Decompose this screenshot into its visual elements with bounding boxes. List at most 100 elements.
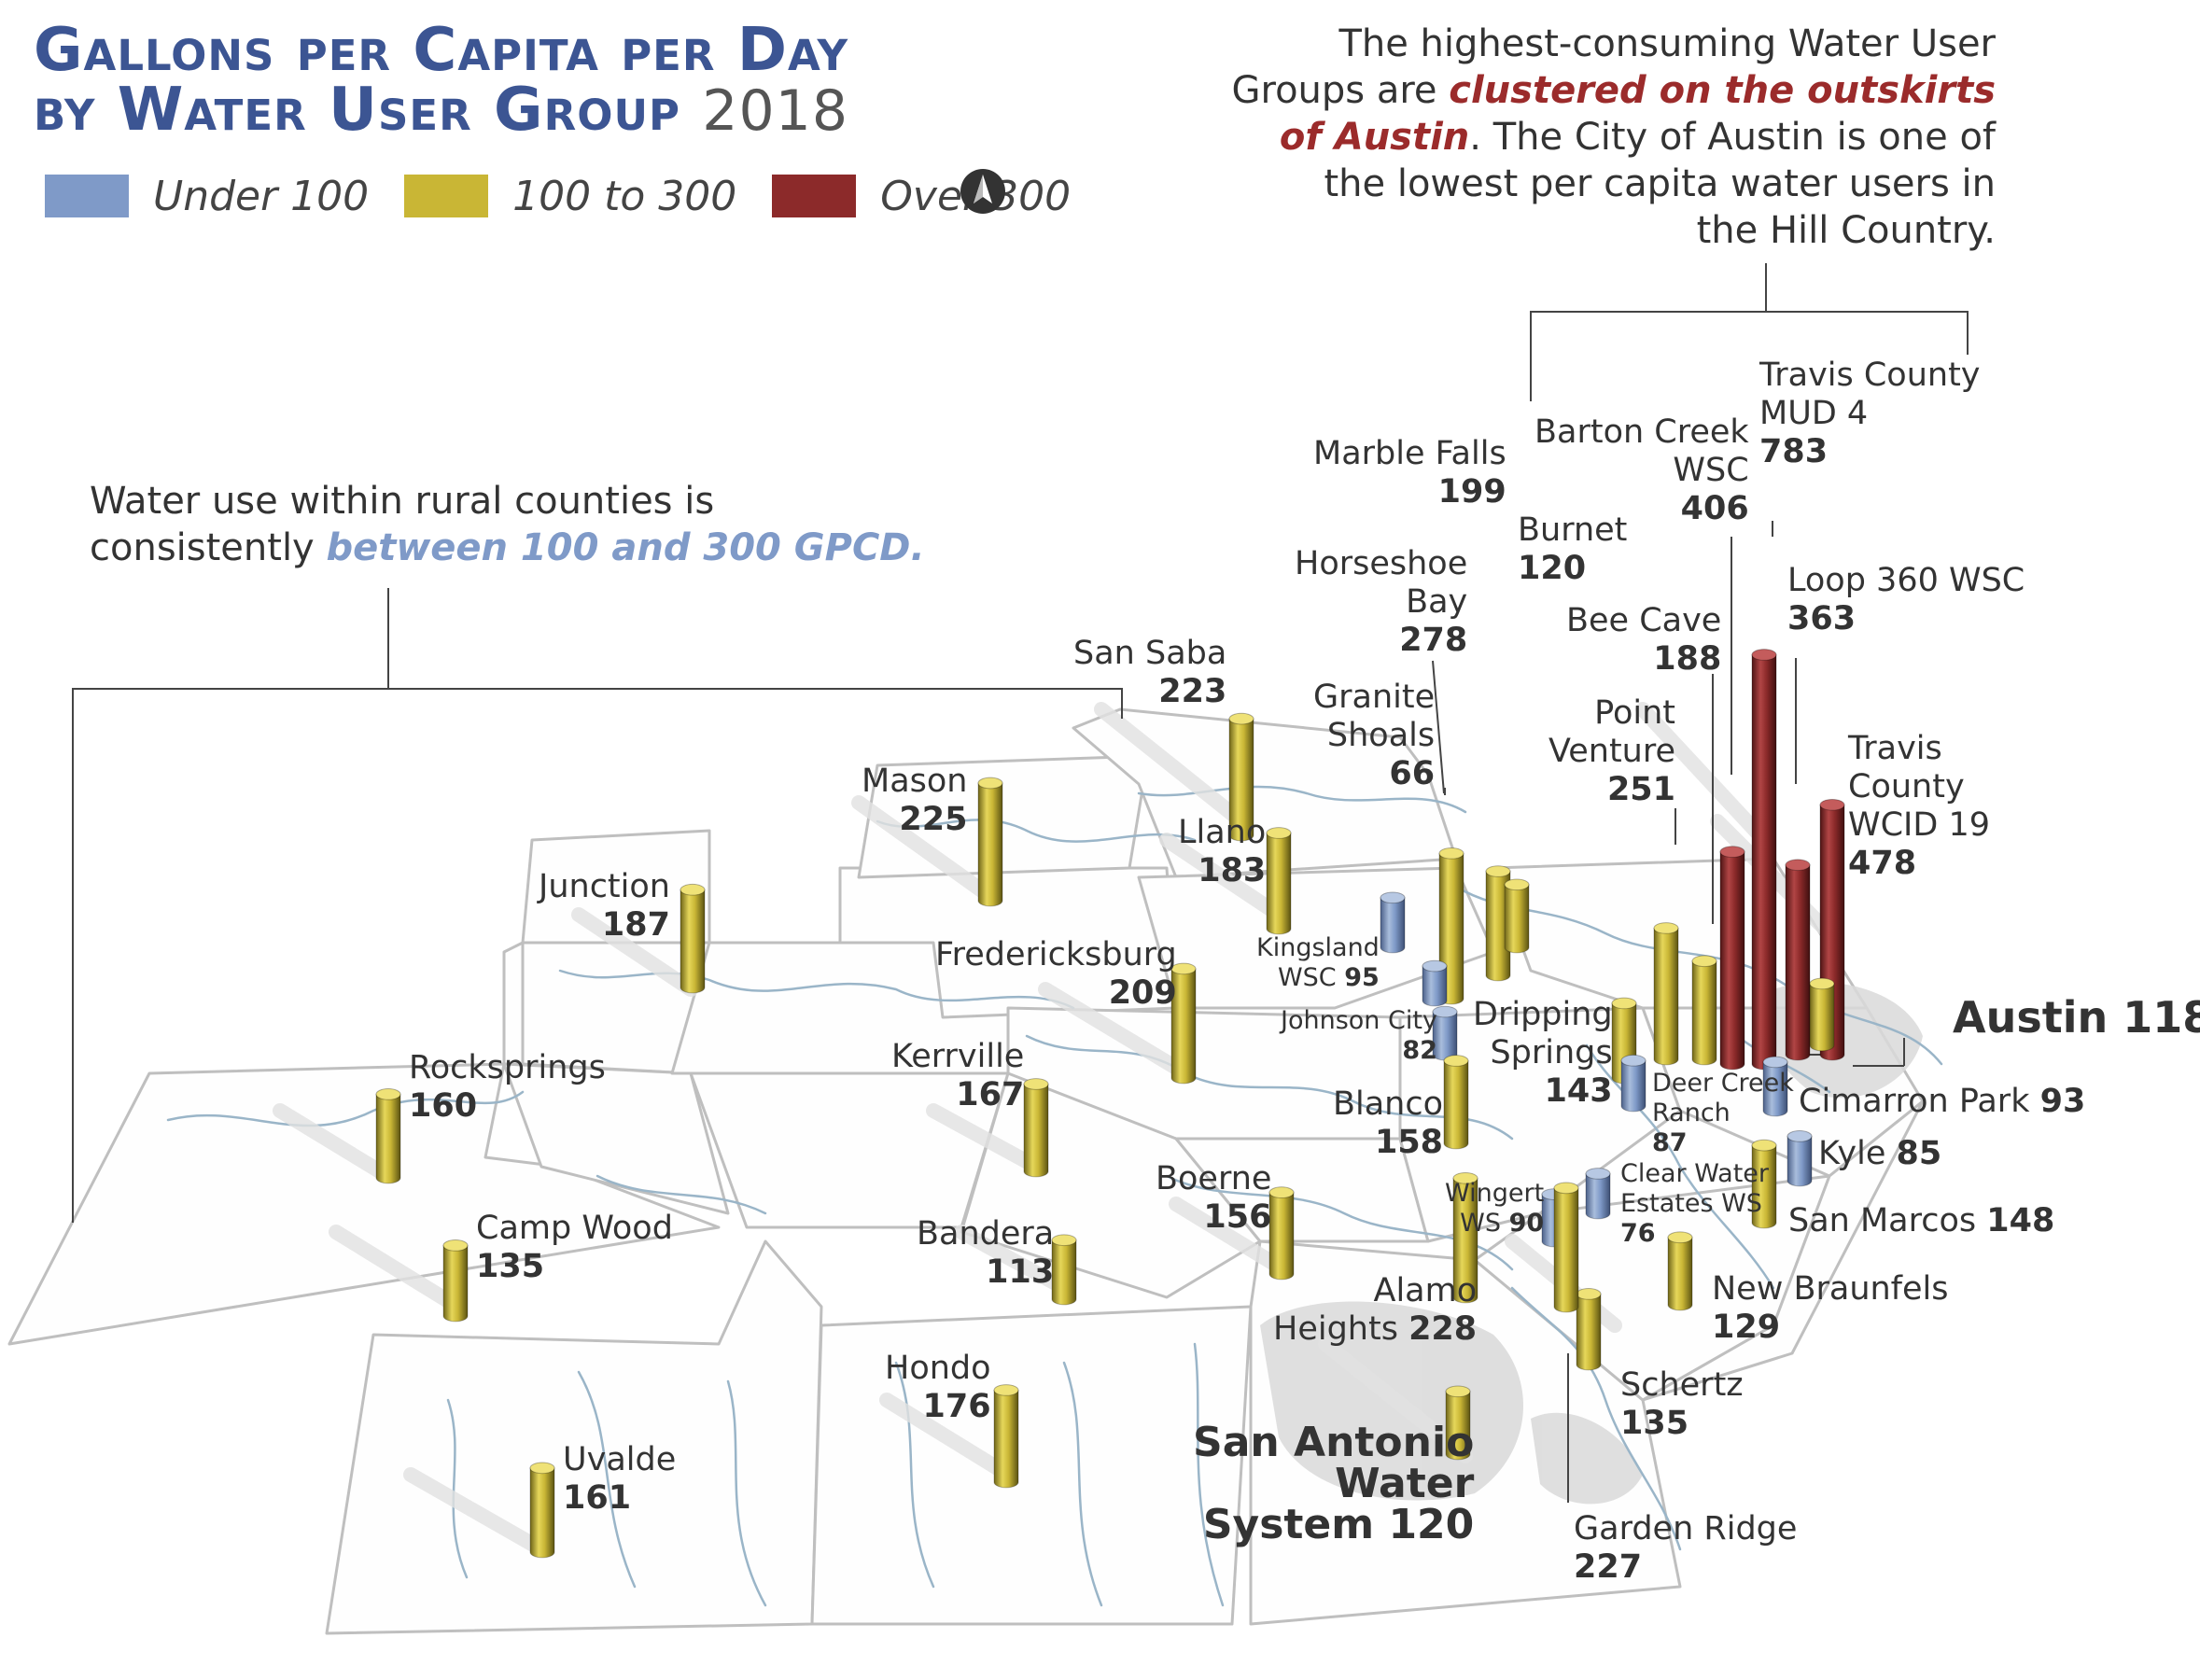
label-san-antonio-water-system: San Antonio Water System 120 (1193, 1419, 1475, 1548)
cylinder-hondo (993, 1384, 1019, 1489)
label-burnet: Burnet 120 (1518, 511, 1628, 587)
cylinder-garden-ridge (1553, 1182, 1579, 1313)
map-title: Gallons per Capita per Day by Water User… (34, 21, 848, 141)
note-right-highlight: clustered on the outskirts (1449, 69, 1996, 112)
rivers (166, 785, 1943, 1607)
label-granite-shoals: Granite Shoals 66 (1313, 679, 1436, 792)
cylinder-travis-county-mud-4 (1751, 649, 1777, 1071)
cylinder-schertz (1576, 1288, 1602, 1371)
cylinder-kyle (1787, 1130, 1813, 1187)
cylinder-kerrville (1023, 1078, 1049, 1178)
label-bee-cave: Bee Cave 188 (1566, 602, 1722, 678)
left-bracket (72, 588, 389, 1223)
label-boerne: Boerne 156 (1156, 1160, 1272, 1236)
county-guadalupe (1641, 1099, 1925, 1402)
county-kimble (521, 829, 711, 945)
title-line-2: by Water User Group (34, 76, 681, 145)
legend-label-100-to-300: 100 to 300 (512, 172, 737, 220)
label-camp-wood: Camp Wood 135 (476, 1210, 673, 1285)
legend: Under 100 100 to 300 Over 300 (45, 168, 1106, 224)
cylinder-llano (1266, 827, 1292, 935)
legend-swatch-over-300 (772, 175, 857, 217)
label-travis-county-wcid-19: Travis County WCID 19 478 (1848, 730, 1990, 882)
note-right-line-4: the lowest per capita water users in (1324, 162, 1996, 205)
label-johnson-city: Johnson City 82 (1281, 1006, 1437, 1065)
cylinder-san-saba (1228, 712, 1254, 842)
label-kerrville: Kerrville 167 (891, 1038, 1025, 1113)
cylinder-mason (977, 777, 1003, 907)
county-real (502, 1062, 730, 1215)
note-right-line-5: the Hill Country. (1696, 209, 1996, 252)
cylinder-blanco (1443, 1055, 1469, 1150)
note-left-highlight: between 100 and 300 GPCD. (326, 526, 925, 569)
label-dripping-springs: Dripping Springs 143 (1473, 996, 1613, 1110)
county-uvalde (325, 1239, 823, 1635)
north-arrow-icon (960, 169, 1005, 214)
cylinder-camp-wood (442, 1239, 469, 1323)
label-san-marcos: San Marcos 148 (1788, 1202, 2055, 1239)
label-blanco: Blanco 158 (1333, 1085, 1444, 1161)
label-travis-county-mud-4: Travis County MUD 4 783 (1759, 357, 1981, 470)
label-clear-water-estates-ws: Clear Water Estates WS 76 (1620, 1159, 1770, 1248)
label-new-braunfels: New Braunfels 129 (1712, 1270, 1949, 1346)
note-right-highlight-2: of Austin (1279, 116, 1470, 159)
label-alamo-heights: Alamo Heights 228 (1273, 1272, 1478, 1348)
cylinder-cimarron-park (1762, 1056, 1788, 1117)
cylinder-point-venture (1653, 922, 1679, 1066)
title-year: 2018 (702, 78, 848, 144)
legend-swatch-100-to-300 (404, 175, 489, 217)
label-garden-ridge: Garden Ridge 227 (1574, 1510, 1798, 1586)
county-gillespie (838, 866, 1178, 1019)
cylinder-fredericksburg (1170, 962, 1197, 1085)
cylinder-deer-creek-ranch (1620, 1054, 1646, 1113)
cylinder-burnet (1504, 878, 1530, 954)
cylinder-loop-360-wsc (1785, 859, 1811, 1061)
label-kyle: Kyle 85 (1818, 1135, 1942, 1172)
label-austin: Austin 118 (1953, 992, 2200, 1043)
label-wingert-ws: Wingert WS 90 (1445, 1179, 1545, 1238)
label-kingsland-wsc: Kingsland WSC 95 (1256, 933, 1380, 992)
label-deer-creek-ranch: Deer Creek Ranch 87 (1652, 1069, 1794, 1157)
label-hondo: Hondo 176 (885, 1350, 991, 1425)
label-schertz: Schertz 135 (1620, 1366, 1744, 1442)
label-loop-360-wsc: Loop 360 WSC 363 (1787, 562, 2025, 637)
cylinder-rocksprings (375, 1088, 401, 1184)
legend-swatch-under-100 (45, 175, 129, 217)
legend-label-under-100: Under 100 (153, 172, 370, 220)
cylinder-new-braunfels (1667, 1231, 1693, 1311)
title-line-1: Gallons per Capita per Day (34, 16, 849, 85)
cylinder-bee-cave (1691, 955, 1717, 1066)
label-llano: Llano 183 (1178, 814, 1267, 889)
label-barton-creek-wsc: Barton Creek WSC 406 (1534, 413, 1749, 527)
county-sliver (502, 941, 525, 1066)
label-point-venture: Point Venture 251 (1548, 694, 1676, 808)
cylinder-san-marcos (1751, 1139, 1777, 1229)
cylinder-kingsland-wsc (1380, 891, 1406, 954)
note-right-line-2: Groups are (1231, 69, 1450, 112)
label-uvalde: Uvalde 161 (563, 1441, 677, 1517)
label-mason: Mason 225 (862, 763, 968, 838)
note-austin-outskirts: The highest-consuming Water User Groups … (1223, 21, 1997, 254)
note-left-line-2: consistently (90, 526, 327, 569)
label-junction: Junction 187 (539, 868, 670, 944)
right-bracket (1530, 263, 1767, 401)
cylinder-boerne (1268, 1186, 1295, 1281)
cylinder-marble-falls (1485, 865, 1511, 982)
cylinder-shadows (273, 702, 1837, 1557)
gpcd-cylinders (375, 649, 1845, 1559)
cylinder-uvalde (529, 1462, 555, 1559)
note-left-line-1: Water use within rural counties is (90, 480, 715, 523)
label-bandera: Bandera 113 (917, 1215, 1055, 1291)
label-rocksprings: Rocksprings 160 (409, 1049, 606, 1125)
cylinder-granite-shoals (1422, 959, 1448, 1007)
label-horseshoe-bay: Horseshoe Bay 278 (1295, 545, 1468, 659)
note-rural-counties: Water use within rural counties is consi… (90, 478, 925, 571)
label-san-saba: San Saba 223 (1073, 635, 1227, 710)
note-right-line-3: . The City of Austin is one of (1469, 116, 1996, 159)
label-marble-falls: Marble Falls 199 (1313, 435, 1506, 511)
cylinder-barton-creek-wsc (1719, 846, 1745, 1071)
label-cimarron-park: Cimarron Park 93 (1799, 1083, 2086, 1120)
cylinder-johnson-city (1432, 1005, 1458, 1061)
cylinder-bandera (1051, 1234, 1077, 1306)
